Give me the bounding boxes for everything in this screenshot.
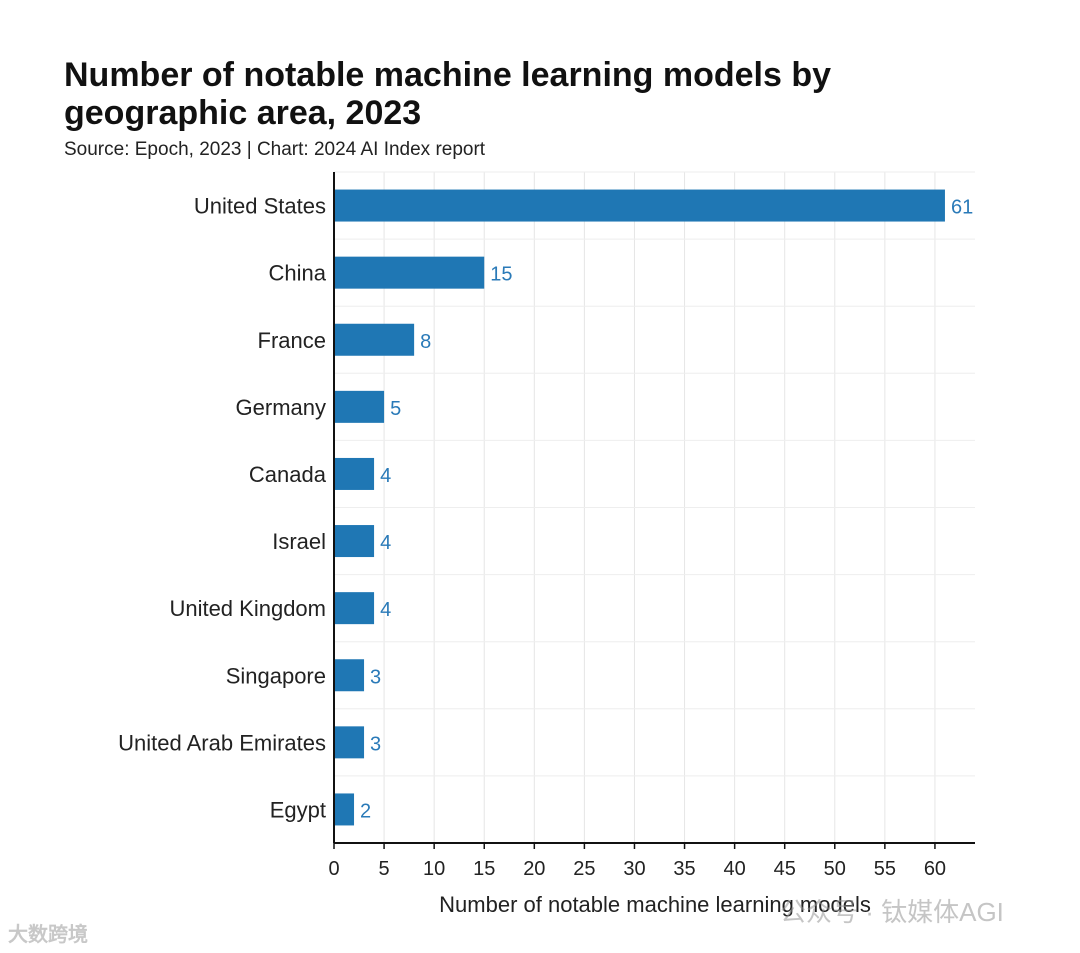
- category-label: Israel: [272, 529, 326, 554]
- value-label: 5: [390, 398, 401, 420]
- value-label: 4: [380, 599, 391, 621]
- x-tick-label: 25: [573, 858, 595, 880]
- bar: [335, 726, 365, 759]
- bar: [335, 525, 375, 558]
- labels: United States 61 China 15 France 8 Germany 5 Can…: [118, 194, 973, 880]
- bar: [335, 793, 355, 826]
- x-tick-label: 45: [774, 858, 796, 880]
- category-label: United States: [194, 194, 326, 219]
- x-tick-label: 35: [673, 858, 695, 880]
- x-tick-label: 20: [523, 858, 545, 880]
- x-tick-label: 60: [924, 858, 946, 880]
- value-label: 4: [380, 465, 391, 487]
- axes: [333, 172, 975, 849]
- x-tick-label: 15: [473, 858, 495, 880]
- bar: [335, 189, 945, 222]
- category-label: Egypt: [270, 797, 326, 822]
- category-label: Canada: [249, 462, 327, 487]
- value-label: 3: [370, 733, 381, 755]
- category-label: China: [269, 261, 327, 286]
- watermark-right: 公众号 · 钛媒体AGI: [780, 897, 1004, 927]
- value-label: 3: [370, 666, 381, 688]
- x-tick-label: 5: [379, 858, 390, 880]
- x-axis-title: Number of notable machine learning model…: [439, 892, 871, 917]
- category-label: Germany: [236, 395, 326, 420]
- bar: [335, 256, 485, 289]
- category-label: Singapore: [226, 663, 326, 688]
- value-label: 2: [360, 800, 371, 822]
- x-tick-label: 0: [328, 858, 339, 880]
- category-label: United Kingdom: [169, 596, 326, 621]
- x-tick-label: 55: [874, 858, 896, 880]
- bars: [335, 189, 945, 826]
- bar: [335, 659, 365, 692]
- value-label: 61: [951, 197, 973, 219]
- bar: [335, 323, 415, 356]
- x-tick-label: 30: [623, 858, 645, 880]
- value-label: 8: [420, 331, 431, 353]
- value-label: 15: [490, 264, 512, 286]
- x-tick-label: 50: [824, 858, 846, 880]
- x-tick-label: 40: [724, 858, 746, 880]
- x-tick-label: 10: [423, 858, 445, 880]
- category-label: United Arab Emirates: [118, 730, 326, 755]
- watermark-left: 大数跨境: [8, 924, 88, 946]
- chart-title: Number of notable machine learning model…: [64, 56, 832, 132]
- bar: [335, 390, 385, 423]
- bar: [335, 457, 375, 490]
- chart-subtitle: Source: Epoch, 2023 | Chart: 2024 AI Ind…: [64, 139, 486, 160]
- bar: [335, 592, 375, 625]
- value-label: 4: [380, 532, 391, 554]
- category-label: France: [258, 328, 326, 353]
